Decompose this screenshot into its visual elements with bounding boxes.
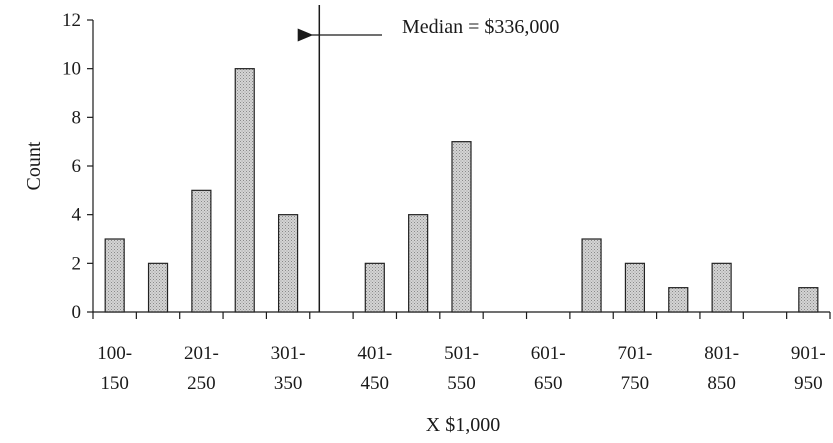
x-tick-label: 550 (447, 373, 476, 394)
x-tick-label: 901- (791, 343, 826, 364)
median-annotation: Median = $336,000 (402, 16, 559, 38)
bar-151-200 (149, 263, 168, 312)
x-tick-labels: 100- 150 201- 250 301- 350 401- 450 501- 550 601- 6… (97, 343, 825, 394)
bar-401-450 (365, 263, 384, 312)
x-tick-label: 501- (444, 343, 479, 364)
x-axis-title: X $1,000 (426, 414, 500, 436)
x-tick-label: 401- (357, 343, 392, 364)
bars (105, 69, 818, 312)
y-tick-label: 6 (72, 156, 82, 177)
x-tick-label: 650 (534, 373, 563, 394)
bar-751-800 (669, 288, 688, 312)
x-tick-label: 150 (100, 373, 129, 394)
x-tick-label: 350 (274, 373, 303, 394)
y-tick-label: 0 (72, 302, 82, 323)
bar-901-950 (799, 288, 818, 312)
x-tick-label: 301- (271, 343, 306, 364)
x-tick-label: 850 (707, 373, 736, 394)
x-tick-label: 950 (794, 373, 823, 394)
x-tick-label: 701- (617, 343, 652, 364)
bar-801-850 (712, 263, 731, 312)
bar-451-500 (409, 215, 428, 312)
x-tick-label: 100- (97, 343, 132, 364)
x-tick-label: 601- (531, 343, 566, 364)
y-tick-label: 8 (72, 107, 82, 128)
x-tick-label: 750 (621, 373, 650, 394)
y-tick-label: 10 (62, 59, 81, 80)
y-ticks: 0 2 4 6 8 10 12 (62, 10, 93, 323)
bar-651-700 (582, 239, 601, 312)
bar-701-750 (625, 263, 644, 312)
bar-301-350 (279, 215, 298, 312)
bar-251-300 (235, 69, 254, 312)
y-axis-title: Count (23, 141, 45, 190)
bar-100-150 (105, 239, 124, 312)
bar-501-550 (452, 142, 471, 312)
x-tick-label: 250 (187, 373, 216, 394)
y-tick-label: 2 (72, 253, 82, 274)
x-tick-label: 201- (184, 343, 219, 364)
y-tick-label: 12 (62, 10, 81, 31)
bar-201-250 (192, 190, 211, 312)
x-tick-label: 801- (704, 343, 739, 364)
x-tick-label: 450 (361, 373, 390, 394)
x-ticks (93, 312, 830, 319)
y-tick-label: 4 (72, 205, 82, 226)
